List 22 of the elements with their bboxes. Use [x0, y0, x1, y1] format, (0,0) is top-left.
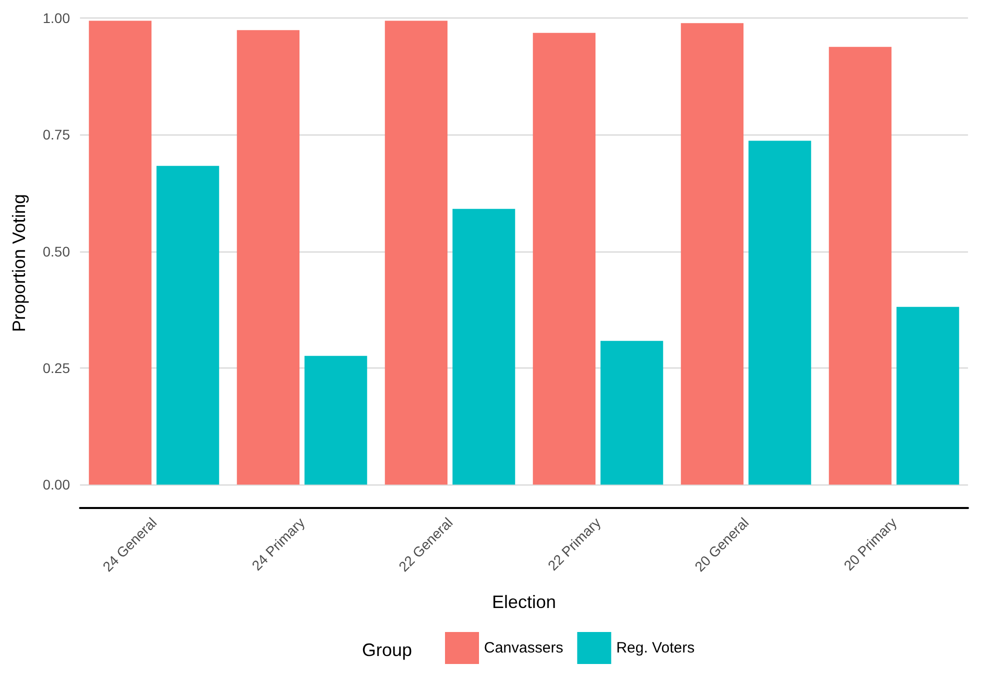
bar: [304, 356, 368, 485]
y-tick-label: 0.25: [42, 360, 70, 376]
bar: [680, 23, 744, 485]
y-tick-label: 1.00: [42, 10, 70, 26]
legend-label: Canvassers: [484, 640, 564, 656]
bar: [828, 46, 892, 485]
bar: [236, 30, 300, 485]
bar: [384, 20, 448, 485]
y-tick-label: 0.50: [42, 243, 70, 260]
bar: [748, 140, 812, 485]
bar: [600, 340, 664, 485]
legend-title: Group: [362, 640, 412, 660]
legend-label: Reg. Voters: [616, 640, 695, 656]
bar: [88, 20, 152, 485]
bar: [532, 32, 596, 485]
bar: [156, 166, 220, 485]
y-tick-label: 0.75: [42, 126, 70, 143]
bar: [896, 306, 960, 485]
y-tick-label: 0.00: [42, 476, 70, 493]
bar: [452, 208, 516, 485]
y-axis-title: Proportion Voting: [9, 194, 29, 332]
x-axis-title: Election: [492, 592, 556, 612]
